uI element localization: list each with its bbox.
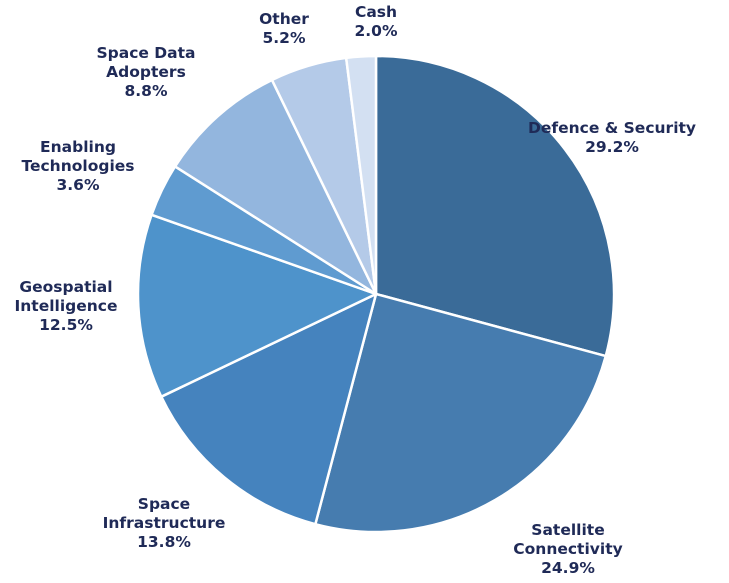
pie-slice (173, 78, 378, 296)
slice-value-label: 2.0% (355, 22, 398, 40)
slice-category-label: Intelligence (14, 297, 117, 315)
pie-slices (136, 54, 616, 534)
slice-value-label: 3.6% (57, 176, 100, 194)
slice-category-label: Space (138, 495, 190, 513)
slice-value-label: 8.8% (125, 82, 168, 100)
pie-slice (344, 54, 378, 296)
slice-value-label: 13.8% (137, 533, 191, 551)
pie-slice (136, 213, 378, 398)
slice-label: Geospatial Intelligence 12.5% (14, 278, 117, 334)
slice-value-label: 29.2% (585, 138, 639, 156)
slice-category-label: Technologies (21, 157, 134, 175)
slice-value-label: 24.9% (541, 559, 595, 577)
slice-category-label: Cash (355, 3, 397, 21)
pie-slice (160, 292, 378, 526)
slice-category-label: Enabling (40, 138, 116, 156)
slice-label: Satellite Connectivity 24.9% (513, 521, 622, 577)
pie-labels: Defence & Security 29.2% Satellite Connecti… (14, 3, 696, 577)
slice-value-label: 12.5% (39, 316, 93, 334)
slice-category-label: Other (259, 10, 309, 28)
slice-label: Space Data Adopters 8.8% (96, 44, 195, 100)
slice-label: Other 5.2% (259, 10, 309, 47)
slice-category-label: Connectivity (513, 540, 622, 558)
slice-category-label: Adopters (106, 63, 186, 81)
slice-label: Space Infrastructure 13.8% (103, 495, 226, 551)
pie-slice (314, 292, 608, 534)
slice-label: Defence & Security 29.2% (528, 119, 696, 156)
slice-label: Enabling Technologies 3.6% (21, 138, 134, 194)
pie-slice (374, 54, 616, 358)
slice-value-label: 5.2% (263, 29, 306, 47)
slice-category-label: Infrastructure (103, 514, 226, 532)
slice-label: Cash 2.0% (355, 3, 398, 40)
slice-category-label: Geospatial (19, 278, 112, 296)
slice-category-label: Defence & Security (528, 119, 696, 137)
slice-category-label: Space Data (96, 44, 195, 62)
slice-category-label: Satellite (531, 521, 604, 539)
